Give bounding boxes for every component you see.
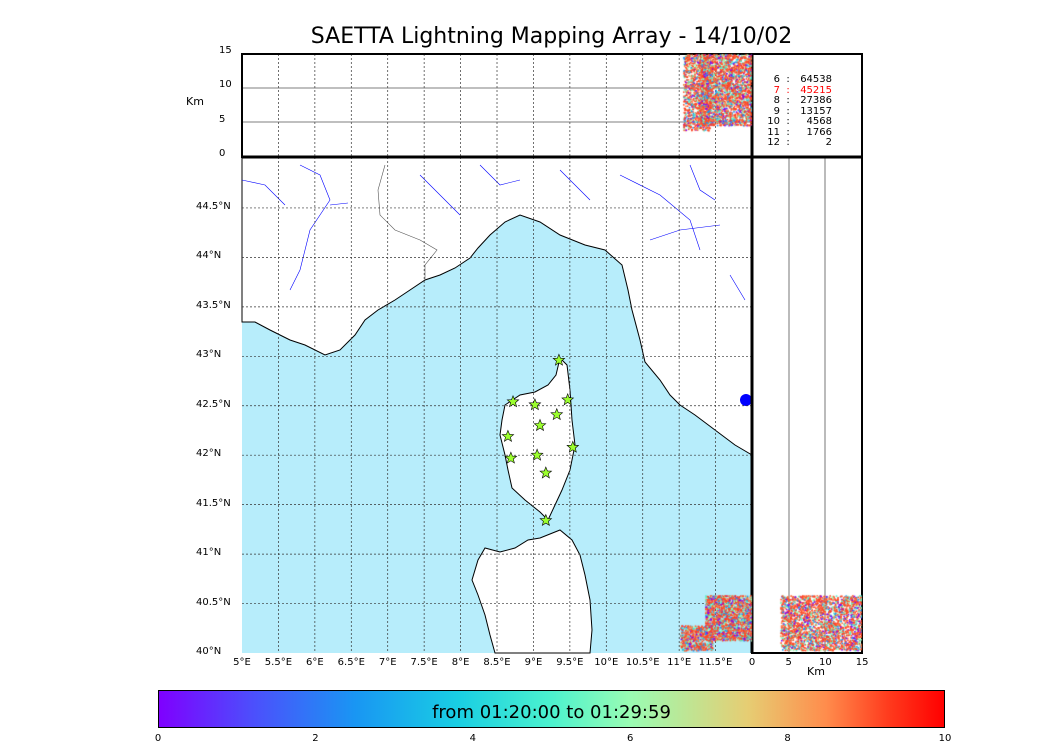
lon-tick-label: 11°E	[667, 657, 692, 668]
count-row: 6:64538	[760, 74, 832, 86]
lat-tick-label: 42.5°N	[196, 398, 231, 410]
count-level: 9	[773, 105, 780, 117]
side-xtick-label: 15	[855, 657, 869, 668]
lon-tick-label: 7°E	[378, 657, 397, 668]
colorbar-tick-label: 10	[938, 733, 952, 744]
source-counts: 6:64538 7:45215 8:27386 9:13157 10:4568 11:17…	[760, 74, 832, 149]
lat-tick-label: 44.5°N	[196, 200, 231, 212]
lon-tick-label: 6.5°E	[337, 657, 365, 668]
count-level: 6	[773, 74, 780, 85]
count-row: 10: 4568	[760, 116, 832, 128]
top-ylabel: Km	[186, 95, 204, 108]
colorbar-label: from 01:20:00 to 01:29:59	[432, 702, 671, 723]
count-level: 11	[767, 126, 780, 138]
lon-tick-label: 6°E	[306, 657, 324, 668]
count-value: 13157	[800, 105, 832, 117]
lat-tick-label: 40.5°N	[196, 596, 231, 608]
count-level: 8	[773, 95, 780, 106]
count-value: 64538	[800, 74, 832, 85]
count-value: 27386	[800, 95, 832, 106]
count-value: 1766	[806, 126, 832, 138]
lon-tick-label: 9.5°E	[556, 657, 584, 668]
lat-tick-label: 41.5°N	[196, 497, 231, 509]
count-sep: :	[786, 137, 790, 148]
lon-tick-label: 5°E	[233, 657, 251, 668]
count-value: 2	[825, 137, 832, 148]
colorbar-tick-label: 6	[627, 733, 634, 744]
top-ytick-label: 0	[219, 148, 226, 159]
lat-tick-label: 40°N	[196, 646, 222, 657]
top-ytick-label: 5	[219, 113, 226, 125]
lat-tick-label: 44°N	[196, 250, 222, 262]
count-sep: :	[786, 116, 790, 127]
lat-tick-label: 41°N	[196, 547, 222, 559]
count-sep: :	[786, 105, 790, 117]
side-xlabel: Km	[807, 665, 825, 678]
count-row: 12: 2	[760, 137, 832, 149]
lon-tick-label: 5.5°E	[264, 657, 293, 668]
lat-tick-label: 43.5°N	[196, 299, 231, 311]
lat-tick-label: 43°N	[196, 349, 222, 361]
top-ytick-label: 15	[219, 45, 232, 57]
side-xtick-label: 5	[785, 657, 792, 668]
lon-tick-label: 10.5°E	[625, 657, 660, 668]
side-xtick-label: 10	[819, 657, 832, 668]
lon-tick-label: 7.5°E	[410, 657, 438, 668]
count-sep: :	[786, 126, 790, 138]
count-level: 7	[773, 84, 780, 96]
top-ytick-label: 10	[219, 79, 232, 91]
count-level: 10	[767, 116, 780, 127]
count-sep: :	[786, 74, 790, 85]
count-row: 9:13157	[760, 105, 832, 118]
colorbar-tick-label: 0	[154, 733, 162, 744]
count-row: 7:45215	[760, 84, 832, 97]
lon-tick-label: 11.5°E	[698, 657, 733, 668]
count-value: 45215	[800, 84, 832, 96]
colorbar-tick-label: 8	[784, 733, 791, 744]
count-level: 12	[767, 137, 780, 148]
lat-tick-label: 42°N	[196, 448, 222, 460]
side-xtick-label: 0	[748, 657, 756, 668]
lon-tick-label: 10°E	[594, 657, 619, 668]
count-row: 8:27386	[760, 95, 832, 107]
colorbar-tick-label: 2	[312, 733, 319, 744]
lon-tick-label: 8.5°E	[483, 657, 511, 668]
lon-tick-label: 8°E	[451, 657, 470, 668]
count-row: 11: 1766	[760, 126, 832, 139]
count-sep: :	[786, 95, 790, 106]
count-value: 4568	[806, 116, 832, 127]
count-sep: :	[786, 84, 790, 96]
chart-title: SAETTA Lightning Mapping Array - 14/10/0…	[310, 24, 793, 49]
colorbar-tick-label: 4	[469, 733, 476, 744]
colorbar	[158, 690, 945, 728]
lon-tick-label: 9°E	[524, 657, 543, 668]
